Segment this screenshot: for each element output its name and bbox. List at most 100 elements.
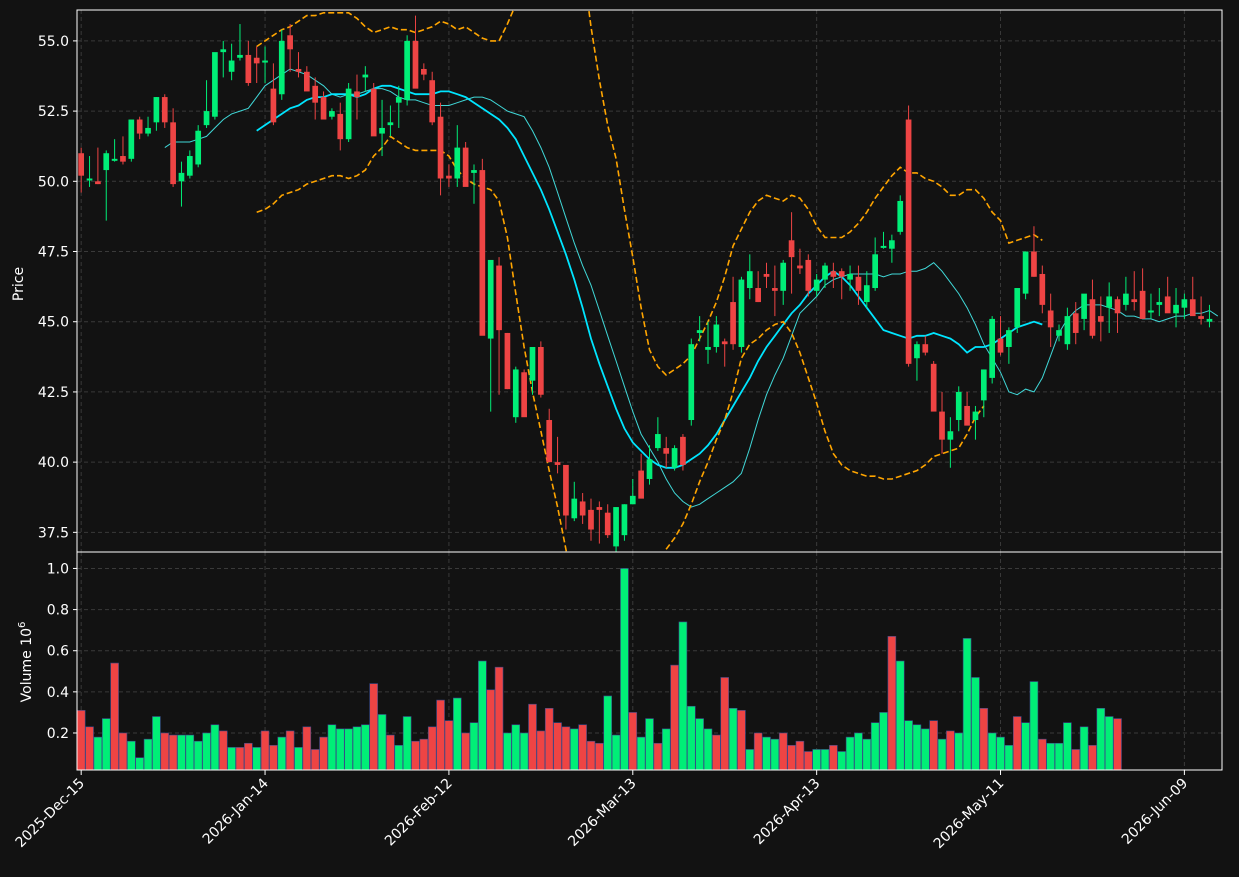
volume-bar	[110, 662, 119, 771]
volume-bar	[327, 724, 337, 771]
volume-bar	[586, 740, 596, 771]
candle	[680, 434, 686, 471]
candle-body	[1123, 293, 1129, 305]
volume-bar	[611, 734, 621, 771]
candle	[437, 102, 444, 196]
candle	[1072, 302, 1079, 345]
candle-body	[270, 88, 277, 123]
volume-bar	[377, 714, 387, 771]
volume-bar	[444, 720, 454, 771]
candle-body	[320, 97, 327, 120]
candle	[454, 125, 461, 187]
candle	[370, 83, 377, 137]
volume-bar	[152, 716, 161, 771]
volume-bar	[895, 660, 905, 771]
candle-body	[554, 462, 561, 465]
volume-bar	[453, 697, 462, 771]
volume-bar	[160, 732, 170, 771]
candle-body	[989, 318, 996, 378]
candle	[429, 71, 436, 126]
candle	[872, 237, 878, 291]
candle-body	[646, 459, 653, 479]
volume-bar	[737, 710, 746, 771]
candle	[245, 40, 252, 86]
volume-bar	[352, 726, 362, 771]
candle	[287, 24, 293, 72]
band-line	[256, 135, 985, 552]
candle	[571, 481, 578, 522]
candle	[379, 99, 385, 157]
candle	[713, 316, 720, 353]
volume-bars	[76, 568, 1122, 771]
candle-body	[228, 60, 235, 72]
volume-bar	[695, 718, 704, 771]
candle-body	[1039, 273, 1046, 305]
candle	[1181, 293, 1188, 319]
price-y-tick-label: 50.0	[38, 174, 69, 190]
price-y-axis: 37.5 40.0 42.5 45.0 47.5 50.0 52.5 55.0	[38, 34, 77, 541]
candle	[387, 105, 394, 137]
candle	[1164, 276, 1171, 314]
candle	[546, 408, 553, 463]
candle	[822, 262, 828, 289]
candle	[161, 94, 168, 128]
candle	[997, 316, 1004, 356]
volume-bar	[419, 738, 429, 771]
candle	[178, 161, 185, 207]
candle-body	[161, 97, 168, 123]
candle	[1056, 324, 1062, 342]
candle	[805, 254, 812, 297]
candle-body	[1089, 299, 1096, 336]
candle-body	[337, 113, 344, 140]
candle-body	[705, 346, 711, 350]
volume-bar	[394, 745, 404, 771]
candle-body	[955, 391, 962, 421]
candle	[855, 265, 862, 305]
candle	[103, 150, 110, 221]
candle	[136, 116, 143, 140]
volume-bar	[778, 732, 788, 771]
volume-bar	[285, 730, 295, 771]
candle	[554, 436, 561, 474]
candle-body	[1056, 330, 1062, 336]
candle-body	[680, 436, 686, 465]
candle-body	[78, 153, 85, 176]
candle-body	[563, 464, 569, 516]
volume-bar	[687, 705, 696, 771]
candle	[1123, 276, 1129, 311]
volume-bar	[127, 740, 136, 771]
candle	[1131, 271, 1138, 311]
volume-y-axis-label-text: Volume 10	[19, 628, 35, 702]
candle	[303, 66, 310, 92]
candle-body	[1206, 318, 1213, 322]
candle	[1139, 268, 1146, 319]
candle	[889, 234, 895, 263]
candle	[563, 464, 569, 530]
volume-bar	[996, 736, 1005, 771]
candle	[1081, 293, 1087, 331]
volume-bar	[118, 732, 128, 771]
candle	[1047, 293, 1054, 347]
volume-bar	[912, 724, 922, 771]
candle-body	[604, 512, 611, 536]
candle-body	[1006, 330, 1012, 347]
price-panel: 37.5 40.0 42.5 45.0 47.5 50.0 52.5 55.0 Price	[11, 9, 1223, 553]
volume-bar	[854, 732, 863, 771]
candle	[529, 346, 536, 395]
candle-body	[454, 147, 461, 179]
volume-bar	[553, 722, 562, 771]
candle-body	[1181, 299, 1188, 308]
candle	[738, 276, 745, 353]
candle-body	[287, 35, 293, 50]
volume-bar	[76, 710, 86, 771]
candle-body	[721, 341, 728, 345]
volume-bar	[603, 695, 612, 771]
volume-bar	[929, 720, 938, 771]
candle-body	[103, 153, 110, 171]
candle	[1106, 282, 1113, 333]
volume-y-tick-label: 0.6	[47, 644, 69, 660]
candle	[111, 139, 118, 162]
candle-body	[1189, 299, 1196, 317]
